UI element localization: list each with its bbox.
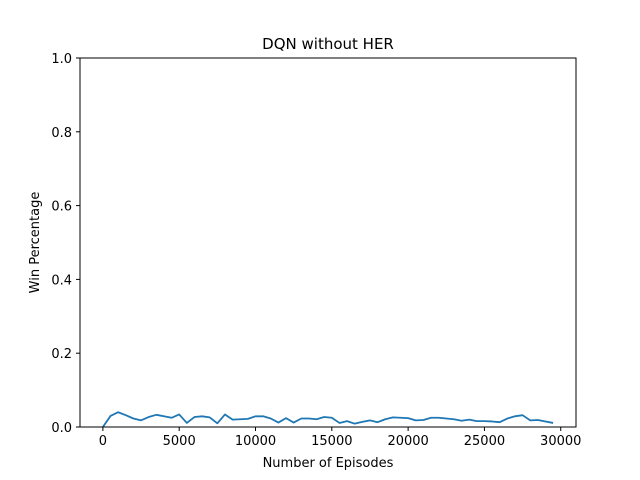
x-tick-label: 15000: [311, 434, 352, 449]
y-axis-label: Win Percentage: [28, 192, 43, 294]
series-line-0: [102, 411, 554, 428]
x-axis-label: Number of Episodes: [263, 456, 394, 471]
y-tick-label: 0.0: [51, 421, 72, 436]
plot-frame: [79, 57, 577, 428]
chart-title: DQN without HER: [262, 35, 394, 53]
y-tick-label: 0.6: [51, 200, 72, 215]
y-tick-label: 0.2: [51, 347, 72, 362]
series-layer: [102, 411, 554, 428]
x-tick-label: 25000: [464, 434, 505, 449]
x-tick-label: 10000: [235, 434, 276, 449]
x-tick-label: 30000: [540, 434, 581, 449]
ticks-layer: 0 5000 10000 15000 20000 25000 30000 0.0 0.2 0.4 0…: [51, 52, 581, 449]
x-tick-label: 20000: [387, 434, 428, 449]
y-tick-label: 1.0: [51, 52, 72, 67]
x-tick-label: 0: [99, 434, 107, 449]
y-tick-label: 0.8: [51, 126, 72, 141]
y-tick-label: 0.4: [51, 273, 72, 288]
x-tick-label: 5000: [163, 434, 196, 449]
